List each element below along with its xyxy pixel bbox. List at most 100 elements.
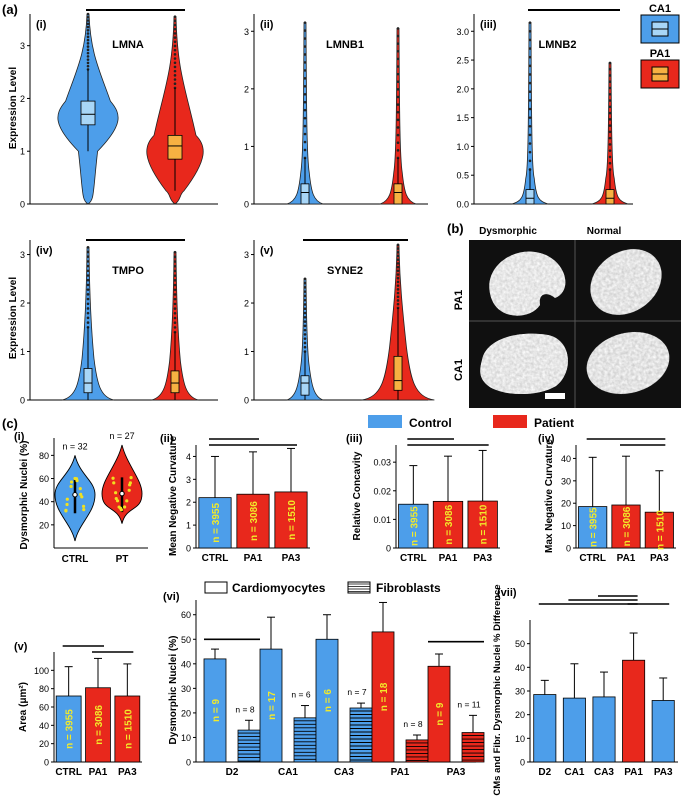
- bar-n-label: n = 3955: [409, 506, 420, 546]
- violin-sample-point: [69, 480, 74, 484]
- box-iqr: [300, 183, 310, 205]
- violin-n-label: n = 32: [62, 441, 87, 451]
- bar-pa3: [274, 491, 308, 549]
- bar-axis-ytick-label: 0: [186, 544, 191, 554]
- outlier-point: [86, 288, 90, 291]
- outlier-point: [303, 307, 307, 311]
- violin-plot-lmna: (i) LMNA 0 1 2 3: [20, 9, 218, 210]
- bar-ctrl: [198, 497, 232, 549]
- outlier-point: [86, 19, 90, 22]
- plot-roman-label: (v): [14, 641, 28, 653]
- legend-patient-swatch: [493, 415, 527, 428]
- legend-control-label: Control: [409, 416, 452, 430]
- outlier-point: [608, 67, 612, 71]
- dysmorphic-violin-plot: (i)Dysmorphic Nuclei (%) 20 40 60 80 n = 32 CT…: [14, 431, 148, 565]
- plot-roman-label: (vii): [497, 587, 517, 599]
- outlier-point: [303, 61, 307, 64]
- axis-lmna-ytick-label: 0: [20, 200, 25, 210]
- outlier-point: [396, 299, 400, 302]
- outlier-point: [303, 303, 307, 306]
- violin-sample-point: [64, 509, 68, 513]
- bar-axis-ytick-label: 0.01: [373, 515, 391, 525]
- outlier-point: [528, 142, 532, 145]
- grouped-axis-ytick-label: 50: [181, 635, 191, 645]
- outlier-point: [173, 61, 177, 65]
- box-iqr: [605, 189, 615, 205]
- axis-lmna-ytick-label: 3: [20, 41, 25, 51]
- outlier-point: [396, 133, 400, 137]
- grouped-xlabel: PA3: [447, 767, 466, 778]
- bar-n-label: n = 1510: [287, 500, 298, 540]
- gene-name-lmna: LMNA: [112, 39, 144, 51]
- outlier-point: [528, 38, 532, 42]
- bar-n-label-fibroblast: n = 8: [403, 719, 422, 729]
- grouped-axis-ytick-label: 10: [181, 733, 191, 743]
- bar-fibroblasts-pa3: [461, 732, 485, 763]
- axis-lmnb2-ytick-label: 2.5: [456, 56, 469, 66]
- violin-sample-point: [79, 492, 83, 497]
- bar-pa3: [651, 700, 675, 763]
- bar-pa3: [467, 500, 498, 549]
- outlier-point: [608, 149, 612, 152]
- outlier-point: [303, 92, 307, 96]
- outlier-point: [303, 333, 307, 336]
- diff-xlabel: CA3: [594, 767, 614, 778]
- outlier-point: [173, 74, 177, 77]
- outlier-point: [528, 159, 532, 163]
- outlier-point: [173, 19, 177, 23]
- violin-median-point: [72, 492, 78, 498]
- bar-axis-ytick-label: 1: [186, 521, 191, 531]
- outlier-point: [396, 72, 400, 76]
- violin-sample-point: [111, 476, 115, 480]
- outlier-point: [173, 65, 177, 69]
- row-label-pa1: PA1: [453, 290, 465, 311]
- violin-median-point: [119, 490, 125, 497]
- bar-ca1: [562, 697, 586, 763]
- bar-axis-ytick-label: 4: [186, 452, 191, 462]
- plot-roman-label: (ii): [160, 433, 174, 445]
- violin-sample-point: [112, 481, 116, 485]
- violin-axis-ytick-label: 80: [39, 451, 49, 461]
- bar-ctrl: [55, 695, 82, 763]
- bar-axis-ytick-label: 0: [386, 544, 391, 554]
- outlier-point: [86, 35, 90, 39]
- outlier-point: [396, 126, 400, 129]
- bar-n-label: n = 1510: [123, 709, 134, 749]
- outlier-point: [396, 265, 400, 269]
- diff-xlabel: D2: [538, 767, 551, 778]
- outlier-point: [396, 243, 400, 247]
- grouped-xlabel: CA1: [278, 767, 298, 778]
- outlier-point: [396, 42, 400, 45]
- outlier-point: [396, 262, 400, 265]
- outlier-point: [528, 29, 532, 33]
- bar-fibroblasts-ca3: [349, 707, 373, 763]
- outlier-point: [528, 64, 532, 68]
- bar-axis-ytick-label: 0.02: [373, 486, 391, 496]
- outlier-point: [396, 80, 400, 84]
- outlier-point: [86, 12, 90, 16]
- panel-a-legend: CA1 PA1: [640, 3, 680, 89]
- panel-a-ylabel-bottom: Expression Level: [8, 277, 19, 359]
- violin-sample-point: [117, 505, 121, 509]
- grouped-xlabel: PA1: [391, 767, 410, 778]
- outlier-point: [528, 133, 532, 137]
- bar-axis-ytick-label: 60: [39, 703, 49, 713]
- bar-ctrl: [398, 503, 429, 549]
- outlier-point: [173, 316, 177, 320]
- bar-axis-ytick-label: 30: [561, 476, 571, 486]
- diff-axis-ytick-label: 0: [520, 758, 525, 768]
- outlier-point: [396, 295, 400, 299]
- bar-xlabel: PA3: [118, 767, 137, 778]
- outlier-point: [303, 140, 307, 144]
- outlier-point: [173, 48, 177, 52]
- bar-n-label: n = 3086: [249, 501, 260, 541]
- outlier-point: [173, 15, 177, 18]
- bar-xlabel: CTRL: [202, 553, 229, 564]
- outlier-point: [173, 297, 177, 301]
- outlier-point: [303, 341, 307, 345]
- outlier-point: [303, 124, 307, 128]
- nucleus-ca1-dysmorphic-texture: [480, 333, 568, 395]
- outlier-point: [528, 99, 532, 102]
- violin-plot-lmnb1: (ii) LMNB1 0 1 2 3: [244, 14, 428, 210]
- bar-pa1: [85, 687, 111, 763]
